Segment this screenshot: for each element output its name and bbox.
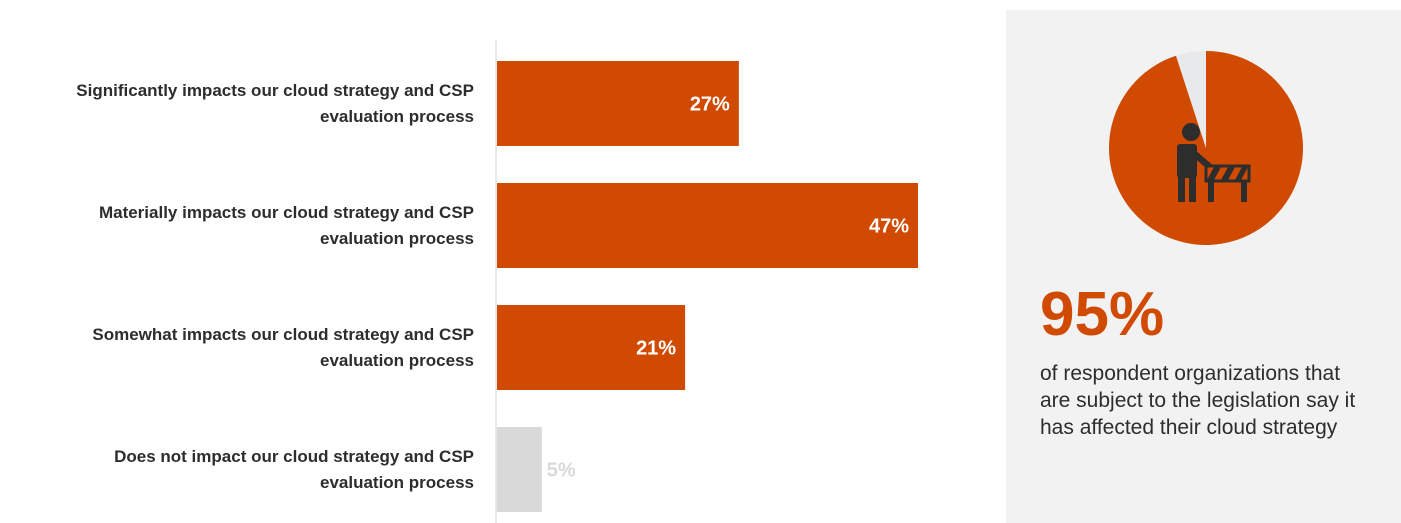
bar: [497, 305, 686, 390]
stat-panel: 95% of respondent organizations that are…: [1006, 10, 1401, 523]
bar: [497, 183, 918, 268]
bar: [497, 427, 542, 512]
bar-chart: Significantly impacts our cloud strategy…: [0, 40, 918, 523]
bar: [497, 61, 739, 146]
person-at-barrier-icon: [1177, 123, 1251, 202]
category-label-line: Materially impacts our cloud strategy an…: [98, 202, 474, 222]
bar-chart-svg: 27% 47% 21% 5%: [495, 40, 918, 523]
pie-slice: [1176, 51, 1206, 148]
category-label: Materially impacts our cloud strategy an…: [0, 200, 474, 252]
stat-value: 95%: [1040, 280, 1165, 349]
category-label-line: evaluation process: [319, 472, 474, 492]
category-label: Somewhat impacts our cloud strategy and …: [0, 322, 474, 374]
bar-value-label: 5%: [547, 460, 576, 482]
category-label-line: Somewhat impacts our cloud strategy and …: [92, 324, 474, 344]
category-label-line: evaluation process: [319, 228, 474, 248]
bar-value-label: 27%: [690, 94, 730, 116]
category-label-line: Does not impact our cloud strategy and C…: [114, 446, 474, 466]
stat-description: of respondent organizations that are sub…: [1040, 362, 1356, 439]
bar-value-label: 21%: [636, 338, 676, 360]
category-label-line: evaluation process: [319, 106, 474, 126]
category-label-line: evaluation process: [319, 350, 474, 370]
category-label-line: Significantly impacts our cloud strategy…: [76, 80, 474, 100]
category-label: Significantly impacts our cloud strategy…: [0, 78, 474, 130]
pie-chart: [1108, 50, 1304, 246]
pie-chart-svg: [1109, 51, 1303, 245]
category-label: Does not impact our cloud strategy and C…: [0, 444, 474, 496]
bar-value-label: 47%: [869, 216, 909, 238]
